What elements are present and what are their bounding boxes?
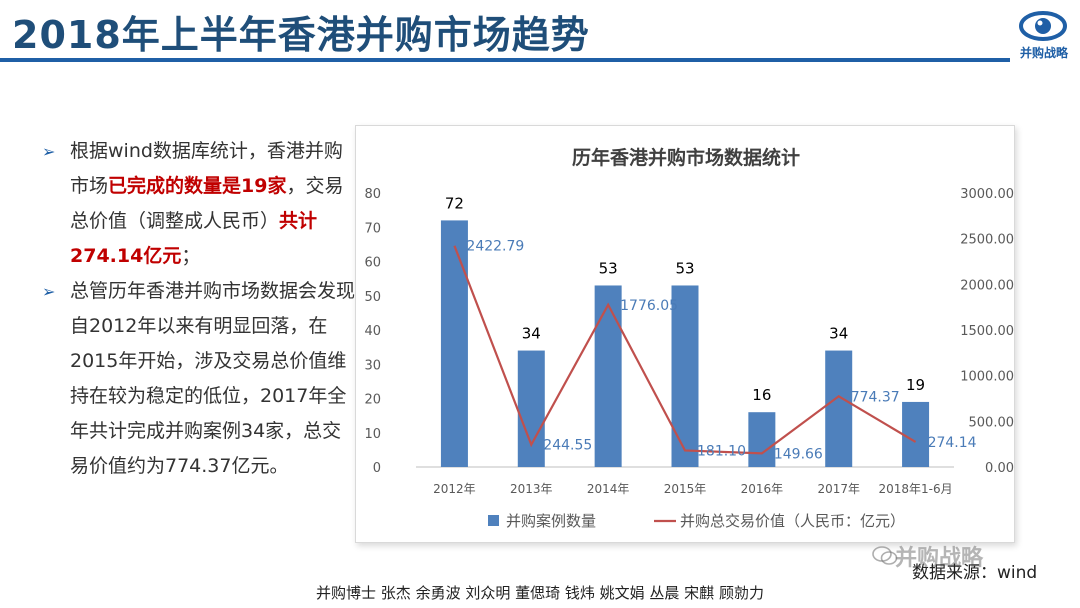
bullet-arrow-icon: ➢ [42, 282, 56, 301]
line-series [453, 245, 917, 455]
x-tick-label: 2012年 [433, 482, 476, 496]
y-right-tick-label: 1500.00 [960, 324, 1014, 339]
y-right-tick-label: 2500.00 [960, 233, 1014, 248]
bullet-1-highlight: 已完成的数量是19家 [108, 175, 287, 197]
y-left-tick-label: 70 [364, 221, 381, 236]
bar [825, 350, 853, 467]
y-left-tick-label: 0 [373, 461, 381, 476]
bar-value-label: 34 [522, 325, 541, 343]
combo-chart: 历年香港并购市场数据统计 0 10 20 30 40 50 60 70 80 0.00 500.00 1… [364, 146, 1015, 530]
footer-credits: 并购博士 张杰 余勇波 刘众明 董偲琦 钱炜 姚文娟 丛晨 宋麒 顾勍力 [316, 584, 764, 602]
chart-title: 历年香港并购市场数据统计 [572, 146, 800, 169]
bullet-1-end: ； [181, 245, 201, 267]
bar-value-label: 72 [445, 194, 464, 212]
x-tick-label: 2018年1-6月 [879, 482, 953, 496]
bar-value-label: 19 [906, 376, 925, 394]
x-tick-label: 2016年 [741, 482, 784, 496]
bullet-1-highlight-2: 共计274.14亿元 [70, 210, 318, 267]
y-left-tick-label: 20 [364, 393, 381, 408]
bar-value-label: 53 [599, 259, 618, 277]
bullet-1-text-2: ，交易总价值（调整成人民币） [70, 175, 344, 232]
line-value-label: 181.10 [697, 443, 746, 459]
line-value-label: 2422.79 [466, 239, 524, 255]
line-value-label: 1776.05 [620, 298, 678, 314]
bar [748, 412, 776, 467]
page-title: 2018年上半年香港并购市场趋势 [12, 13, 590, 57]
bar [594, 285, 622, 467]
x-tick-label: 2014年 [587, 482, 630, 496]
y-left-tick-label: 80 [364, 187, 381, 202]
bar [440, 220, 468, 467]
wechat-icon [872, 546, 898, 565]
chart-panel: 历年香港并购市场数据统计 0 10 20 30 40 50 60 70 80 0.00 500.00 1… [355, 125, 1015, 543]
y-right-tick-label: 500.00 [969, 415, 1015, 430]
y-right-tick-label: 2000.00 [960, 278, 1014, 293]
x-tick-label: 2015年 [664, 482, 707, 496]
header: 2018年上半年香港并购市场趋势 并购战略 [0, 0, 1080, 66]
bullet-1: ➢ 根据wind数据库统计，香港并购市场已完成的数量是19家，交易总价值（调整成… [42, 134, 360, 274]
y-right-tick-label: 0.00 [985, 461, 1014, 476]
y-left-tick-label: 30 [364, 358, 381, 373]
line-value-label: 774.37 [851, 389, 900, 405]
bar [517, 350, 545, 467]
data-source: 数据来源：wind [912, 563, 1038, 583]
y-left-tick-label: 10 [364, 427, 381, 442]
bar [902, 401, 930, 467]
bar-value-label: 34 [829, 325, 848, 343]
y-left-tick-label: 40 [364, 324, 381, 339]
x-tick-label: 2017年 [817, 482, 860, 496]
y-left-tick-label: 60 [364, 256, 381, 271]
line-value-label: 149.66 [774, 446, 823, 462]
line-value-label: 274.14 [928, 435, 977, 451]
bullet-arrow-icon: ➢ [42, 142, 56, 161]
eye-logo-icon [1019, 11, 1067, 41]
bar-value-label: 16 [752, 386, 771, 404]
legend-swatch-bars [488, 515, 499, 526]
x-tick-label: 2013年 [510, 482, 553, 496]
bar [671, 285, 699, 467]
bullet-1-text: 根据wind数据库统计，香港并购市场 [70, 140, 343, 197]
watermark: 并购战略 [895, 546, 984, 571]
bullet-2: ➢ 总管历年香港并购市场数据会发现自2012年以来有明显回落，在2015年开始，… [42, 274, 360, 484]
title-underline [0, 58, 1010, 62]
legend-label-line: 并购总交易价值（人民币：亿元） [680, 512, 905, 530]
bar-value-label: 53 [675, 259, 694, 277]
legend-label-bars: 并购案例数量 [506, 512, 596, 530]
logo-text: 并购战略 [1019, 46, 1068, 60]
y-right-tick-label: 3000.00 [960, 187, 1014, 202]
bullet-list: ➢ 根据wind数据库统计，香港并购市场已完成的数量是19家，交易总价值（调整成… [42, 134, 360, 484]
y-right-tick-label: 1000.00 [960, 370, 1014, 385]
y-left-tick-label: 50 [364, 290, 381, 305]
line-value-label: 244.55 [543, 438, 592, 454]
bullet-2-text: 总管历年香港并购市场数据会发现自2012年以来有明显回落，在2015年开始，涉及… [70, 280, 356, 477]
